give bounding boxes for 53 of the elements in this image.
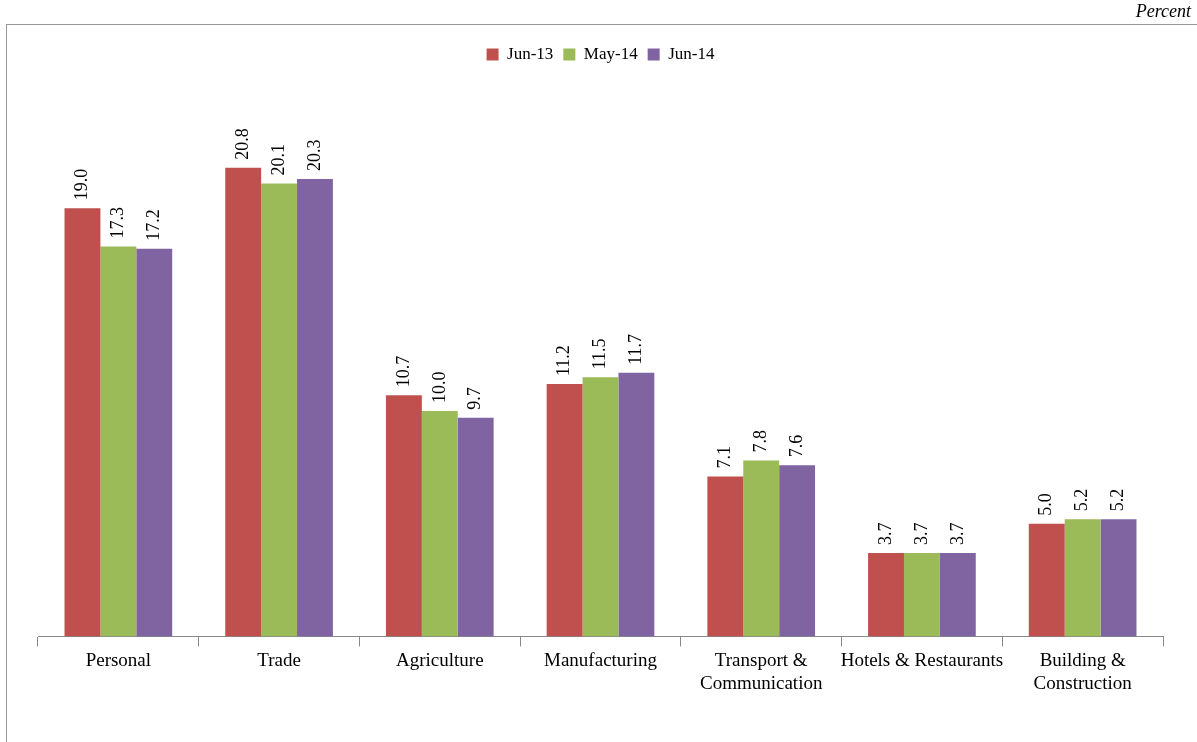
data-label: 20.1 <box>267 143 288 176</box>
x-tick-label: Transport & Communication <box>700 648 823 693</box>
x-tick-label: Manufacturing <box>544 648 658 670</box>
bar <box>546 384 583 637</box>
bar <box>618 372 655 637</box>
data-label: 10.0 <box>428 371 449 404</box>
data-label: 7.6 <box>785 434 806 458</box>
data-label: 5.2 <box>1071 488 1092 512</box>
bar <box>779 465 816 637</box>
bar <box>743 460 780 637</box>
bar <box>136 248 173 637</box>
bar <box>1064 519 1101 637</box>
data-label: 3.7 <box>946 522 967 546</box>
legend-label: Jun-13 <box>507 43 554 63</box>
bar <box>1100 519 1137 637</box>
data-label: 20.3 <box>303 139 324 171</box>
data-label: 5.0 <box>1035 493 1056 516</box>
data-label: 3.7 <box>910 522 931 546</box>
text: Percent <box>1135 1 1191 22</box>
legend-label: May-14 <box>583 43 639 63</box>
data-label: 19.0 <box>71 168 92 201</box>
x-tick-label: Trade <box>257 648 301 670</box>
bar <box>903 553 940 637</box>
data-label: 17.3 <box>107 207 128 239</box>
bar <box>385 395 422 637</box>
data-label: 7.1 <box>714 445 735 469</box>
data-label: 5.2 <box>1107 488 1128 512</box>
bar <box>100 246 137 637</box>
bar <box>1028 523 1065 637</box>
bar <box>939 553 976 637</box>
data-label: 11.5 <box>589 338 610 370</box>
data-label: 11.2 <box>553 345 574 376</box>
data-label: 7.8 <box>749 430 770 453</box>
data-label: 17.2 <box>142 209 163 241</box>
data-label: 20.8 <box>231 128 252 160</box>
bar <box>707 476 744 637</box>
x-tick-label: Agriculture <box>396 648 484 670</box>
bar <box>582 377 619 637</box>
bar <box>64 208 101 637</box>
data-label: 3.7 <box>874 522 895 546</box>
bar <box>297 178 333 637</box>
data-label: 9.7 <box>464 387 485 410</box>
bar <box>421 411 458 637</box>
x-tick-label: Building & Construction <box>1033 648 1133 693</box>
bar <box>225 167 262 637</box>
bar <box>261 183 298 637</box>
legend-label: Jun-14 <box>668 43 715 63</box>
data-label: 11.7 <box>625 333 646 365</box>
data-label: 10.7 <box>392 355 413 388</box>
x-tick-label: Personal <box>85 648 152 670</box>
bar <box>457 417 494 637</box>
bar <box>868 553 904 637</box>
x-tick-label: Hotels & Restaurants <box>840 648 1004 670</box>
